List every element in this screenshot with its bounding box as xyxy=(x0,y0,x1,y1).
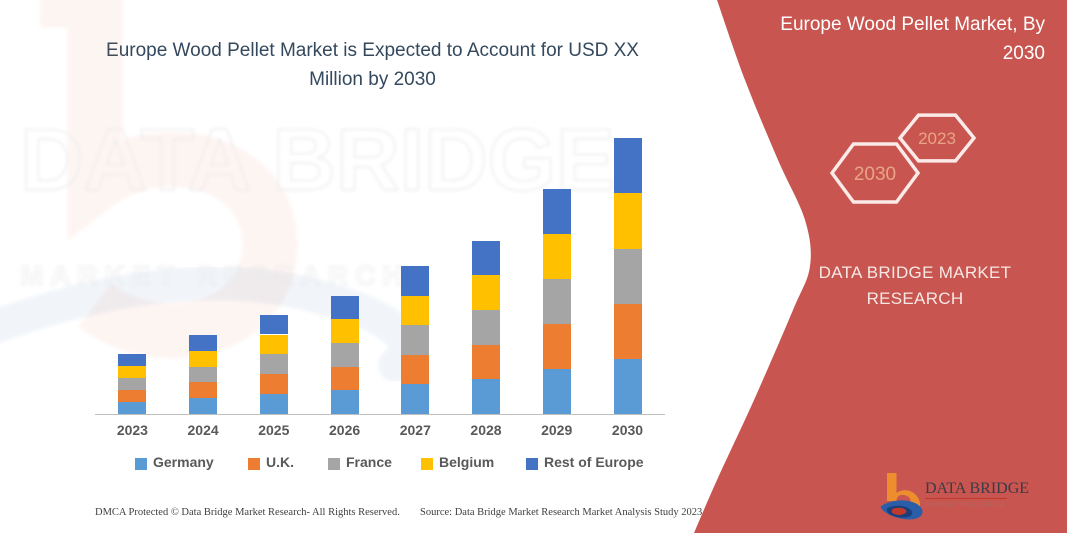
svg-text:2030: 2030 xyxy=(854,164,896,185)
svg-text:2023: 2023 xyxy=(918,129,956,148)
svg-text:MARKET RESEARCH: MARKET RESEARCH xyxy=(925,502,1004,509)
svg-text:DATA BRIDGE: DATA BRIDGE xyxy=(925,480,1029,497)
